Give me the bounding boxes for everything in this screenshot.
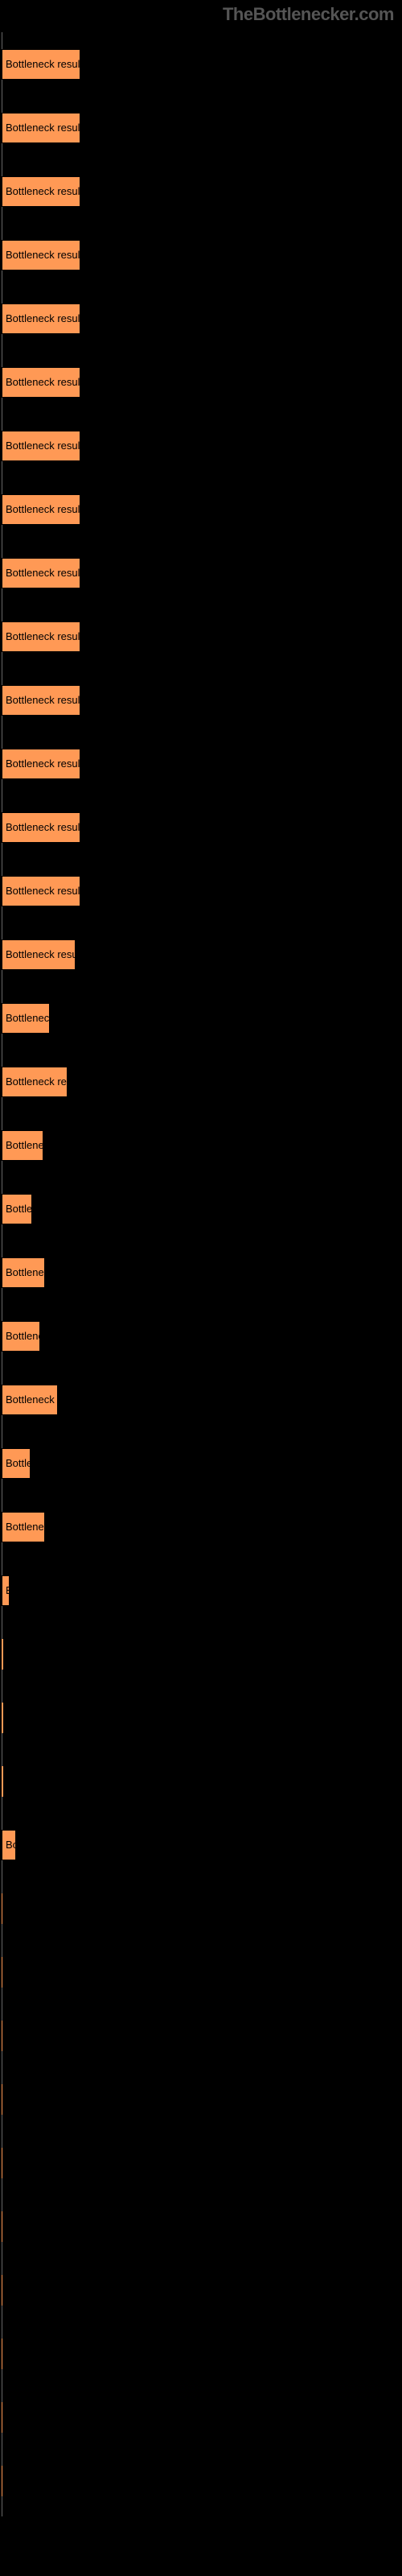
- bar-label: Bottleneck result: [6, 440, 83, 452]
- bar: Bottleneck resu: [2, 939, 76, 970]
- bar: Bottleneck result: [2, 176, 80, 207]
- bar-label: Bottlenec: [6, 1521, 49, 1533]
- bar-row: Bottleneck result: [0, 732, 402, 795]
- bar-label: Bottleneck resu: [6, 948, 78, 960]
- bar-label: Bottlenec: [6, 1139, 49, 1151]
- bar-row: [0, 2258, 402, 2322]
- bar: Bottleneck result: [2, 685, 80, 716]
- bar-row: [0, 2004, 402, 2067]
- bar-row: Bo: [0, 1813, 402, 1876]
- bar-row: Bottleneck result: [0, 32, 402, 96]
- bar-label: Bottle: [6, 1457, 32, 1469]
- bar-row: [0, 2131, 402, 2194]
- bar-row: [0, 2067, 402, 2131]
- bars-container: Bottleneck result Bottleneck result Bottle…: [0, 32, 402, 2512]
- bar-label: Bottleneck result: [6, 122, 83, 134]
- bar: Bottleneck result: [2, 303, 80, 334]
- bar-row: Bottleneck result: [0, 668, 402, 732]
- bar-row: [0, 1749, 402, 1813]
- bar-row: [0, 2449, 402, 2512]
- bar-label: Bottleneck res: [6, 1075, 72, 1088]
- bar-row: Bottleneck result: [0, 605, 402, 668]
- bar-row: [0, 1940, 402, 2004]
- bar: Bottleneck result: [2, 49, 80, 80]
- bar-label: Bottleneck result: [6, 758, 83, 770]
- bar: Bottleneck result: [2, 812, 80, 843]
- bar-label: Bottleneck result: [6, 312, 83, 324]
- bar: Bottleneck: [2, 1003, 50, 1034]
- bar-label: Bottlenec: [6, 1266, 49, 1278]
- bar: Bottleneck result: [2, 558, 80, 588]
- bar-row: Bottleneck result: [0, 159, 402, 223]
- bar: Bottlenec: [2, 1512, 45, 1542]
- bar-row: Bottler: [0, 1177, 402, 1241]
- bar-label: Bottleneck result: [6, 885, 83, 897]
- bar: Bottleneck res: [2, 1067, 68, 1097]
- bar-row: Bottleneck result: [0, 859, 402, 923]
- bar-label: Bottleneck result: [6, 249, 83, 261]
- bar-row: Bottleneck result: [0, 96, 402, 159]
- bar-row: Bottleneck res: [0, 1050, 402, 1113]
- bar-row: Bottlenec: [0, 1241, 402, 1304]
- bar-label: Bottleneck result: [6, 185, 83, 197]
- bar-row: Bottleneck resu: [0, 923, 402, 986]
- bar-label: Bottleneck result: [6, 821, 83, 833]
- bar-label: Bo: [6, 1839, 18, 1851]
- bar-row: Bottlenec: [0, 1495, 402, 1558]
- bar-label: Bottleneck result: [6, 630, 83, 642]
- bar: B: [2, 1575, 10, 1606]
- bar: Bottleneck result: [2, 621, 80, 652]
- bar-row: Bottleneck r: [0, 1368, 402, 1431]
- bar-row: [0, 1686, 402, 1749]
- bar: Bottleneck r: [2, 1385, 58, 1415]
- bar-row: Bottle: [0, 1431, 402, 1495]
- bar: Bottleneck result: [2, 749, 80, 779]
- bar-label: Bottleneck result: [6, 58, 83, 70]
- bar-row: Bottleneck result: [0, 795, 402, 859]
- bar-row: Bottleneck result: [0, 350, 402, 414]
- bar: Bottlene: [2, 1321, 40, 1352]
- bar-label: Bottleneck r: [6, 1393, 61, 1406]
- bar-label: Bottleneck result: [6, 376, 83, 388]
- bar: Bottlenec: [2, 1257, 45, 1288]
- bar: Bottlenec: [2, 1130, 43, 1161]
- bar-label: Bottler: [6, 1203, 36, 1215]
- bar-row: Bottleneck result: [0, 414, 402, 477]
- bar: [2, 1703, 3, 1733]
- bar: [2, 1639, 3, 1670]
- bar-row: [0, 2322, 402, 2385]
- bar-row: Bottlene: [0, 1304, 402, 1368]
- bar-row: [0, 1876, 402, 1940]
- bar-row: Bottleneck result: [0, 541, 402, 605]
- bar: Bottler: [2, 1194, 32, 1224]
- bar-row: Bottleneck result: [0, 223, 402, 287]
- bar-chart: Bottleneck result Bottleneck result Bottle…: [0, 0, 402, 2561]
- bar-label: Bottleneck result: [6, 503, 83, 515]
- bar-row: Bottleneck result: [0, 477, 402, 541]
- bar: Bottleneck result: [2, 113, 80, 143]
- bar-label: Bottleneck result: [6, 567, 83, 579]
- bar-label: Bottlene: [6, 1330, 44, 1342]
- bar-row: [0, 2385, 402, 2449]
- bar-row: B: [0, 1558, 402, 1622]
- bar-label: B: [6, 1584, 13, 1596]
- bar-row: [0, 1622, 402, 1686]
- bar-label: Bottleneck result: [6, 694, 83, 706]
- bar: Bo: [2, 1830, 16, 1860]
- bar-label: Bottleneck: [6, 1012, 55, 1024]
- bar: Bottleneck result: [2, 240, 80, 270]
- bar: Bottle: [2, 1448, 31, 1479]
- bar-row: Bottleneck: [0, 986, 402, 1050]
- bar-row: Bottlenec: [0, 1113, 402, 1177]
- bar: Bottleneck result: [2, 876, 80, 906]
- bar: Bottleneck result: [2, 367, 80, 398]
- bar: Bottleneck result: [2, 494, 80, 525]
- bar-row: [0, 2194, 402, 2258]
- bar-row: Bottleneck result: [0, 287, 402, 350]
- bar: [2, 1766, 3, 1797]
- bar: Bottleneck result: [2, 431, 80, 461]
